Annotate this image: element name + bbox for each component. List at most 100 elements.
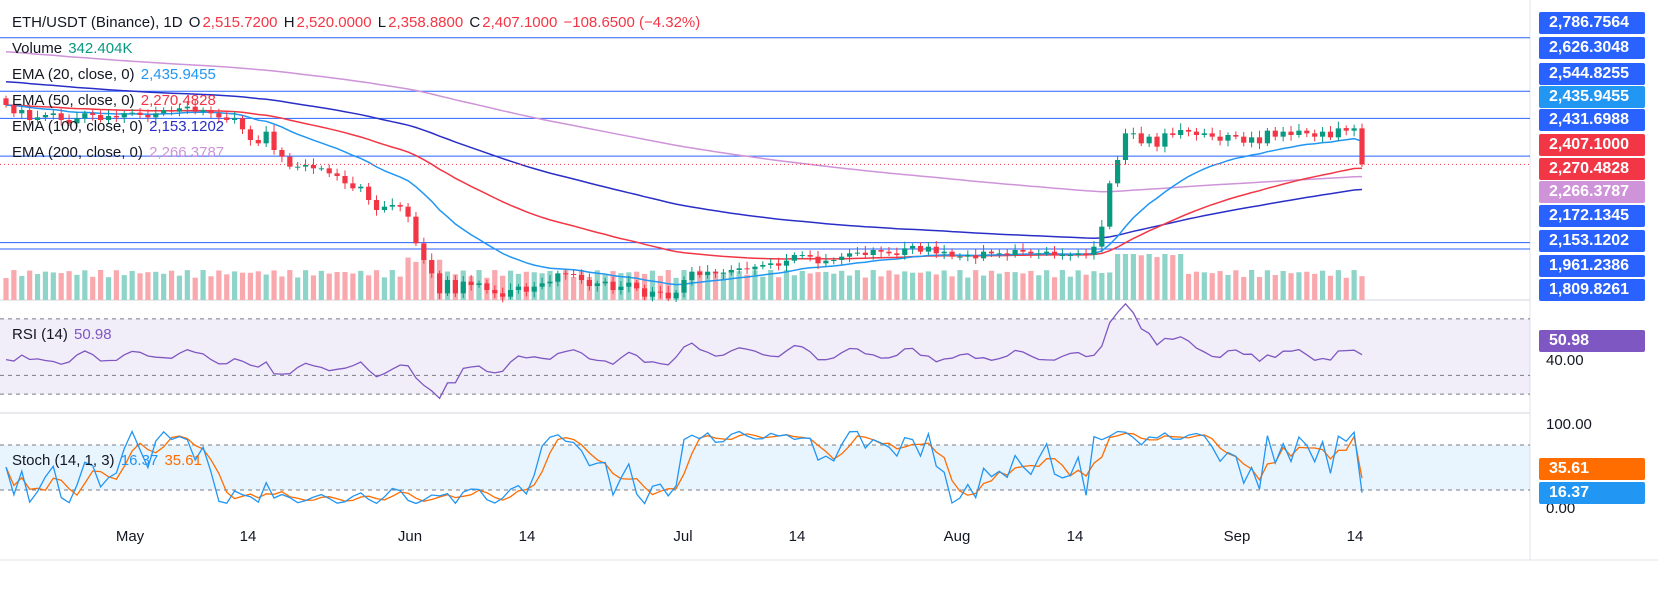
candle-body	[1059, 255, 1066, 256]
candle-body	[563, 273, 569, 275]
candle-body	[988, 251, 995, 254]
volume-bar	[1162, 254, 1168, 300]
candle-body	[19, 110, 25, 114]
volume-bar	[902, 271, 908, 300]
candle-body	[752, 266, 758, 270]
volume-bar	[571, 277, 577, 300]
volume-bar	[1004, 271, 1010, 300]
volume-bar	[1201, 272, 1207, 300]
price-label: 2,266.3787	[1539, 181, 1645, 203]
candle-body	[910, 246, 916, 249]
volume-bar	[744, 274, 750, 300]
candle-body	[326, 168, 332, 174]
rsi-label: RSI (14)	[12, 326, 68, 343]
volume-bar	[279, 276, 285, 300]
candle-body	[437, 273, 443, 294]
candle-body	[389, 205, 395, 207]
candle-body	[82, 113, 88, 119]
candle-body	[610, 281, 616, 290]
volume-bar	[791, 275, 797, 300]
rsi-axis-tick: 40.00	[1546, 352, 1584, 369]
high-label: H	[283, 14, 295, 31]
candle-body	[11, 105, 17, 114]
rsi-band	[0, 318, 1530, 395]
candle-body	[334, 173, 340, 176]
ema100-value: 2,153.1202	[149, 118, 225, 135]
volume-bar	[302, 270, 309, 300]
volume-bar	[208, 276, 214, 300]
volume-label: Volume	[12, 40, 63, 57]
candle-body	[602, 281, 608, 284]
open-value: 2,515.7200	[202, 14, 278, 31]
volume-bar	[295, 277, 301, 300]
candle-body	[366, 186, 372, 200]
volume-bar	[917, 272, 924, 300]
candle-body	[862, 252, 868, 255]
x-axis-label: Aug	[944, 528, 971, 545]
candle-body	[90, 113, 96, 115]
volume-bar	[1154, 257, 1160, 300]
volume-bar	[224, 274, 230, 300]
volume-bar	[397, 276, 403, 300]
stoch-d-value: 35.61	[164, 452, 202, 469]
candle-body	[421, 243, 427, 260]
candle-body	[1193, 131, 1200, 135]
volume-bar	[783, 270, 790, 300]
candle-body	[555, 273, 561, 282]
volume-bar	[326, 273, 332, 300]
candle-body	[318, 168, 324, 170]
volume-bar	[1130, 254, 1136, 300]
volume-bar	[121, 275, 127, 300]
price-label: 1,961.2386	[1539, 255, 1645, 277]
high-value: 2,520.0000	[296, 14, 372, 31]
candle-body	[776, 263, 782, 266]
candle-body	[1264, 130, 1270, 144]
price-label: 2,270.4828	[1539, 158, 1645, 180]
candle-body	[996, 253, 1002, 255]
candle-body	[113, 116, 119, 118]
candle-body	[1028, 251, 1034, 254]
volume-bar	[949, 276, 955, 300]
candle-body	[413, 216, 419, 244]
volume-bar	[563, 270, 569, 300]
x-axis-label: 14	[1347, 528, 1364, 545]
candle-body	[957, 256, 963, 258]
volume-bar	[965, 277, 971, 300]
volume-bar	[247, 272, 253, 300]
stoch-k-line	[5, 429, 1363, 505]
candle-body	[1319, 131, 1326, 137]
volume-bar	[839, 270, 845, 300]
candle-body	[634, 282, 640, 289]
candle-body	[1201, 133, 1207, 135]
stoch-axis-bottom: 0.00	[1546, 500, 1575, 517]
volume-bar	[1304, 271, 1310, 300]
volume-bar	[1225, 274, 1231, 300]
volume-bar	[492, 270, 498, 300]
candle-body	[444, 280, 451, 294]
candle-body	[34, 117, 41, 120]
candle-body	[476, 283, 482, 285]
price-label: 2,431.6988	[1539, 109, 1645, 131]
volume-bar	[1359, 276, 1365, 300]
candle-body	[1288, 131, 1294, 135]
candle-body	[1044, 251, 1050, 254]
ema200-value: 2,266.3787	[149, 144, 225, 161]
volume-bar	[366, 275, 372, 300]
volume-bar	[1028, 270, 1034, 300]
volume-bar	[153, 271, 159, 300]
stoch-d-badge: 35.61	[1539, 458, 1645, 480]
ema200-label: EMA (200, close, 0)	[12, 144, 143, 161]
candle-body	[736, 268, 742, 270]
candle-body	[452, 280, 458, 294]
rsi-value: 50.98	[74, 326, 112, 343]
rsi-line	[5, 302, 1363, 400]
candle-body	[295, 166, 301, 168]
volume-bar	[318, 270, 324, 300]
volume-bar	[255, 271, 261, 300]
volume-bar	[287, 270, 293, 300]
candle-body	[539, 283, 545, 287]
candle-body	[1170, 133, 1176, 135]
candle-body	[886, 251, 892, 254]
volume-bar	[263, 274, 269, 300]
